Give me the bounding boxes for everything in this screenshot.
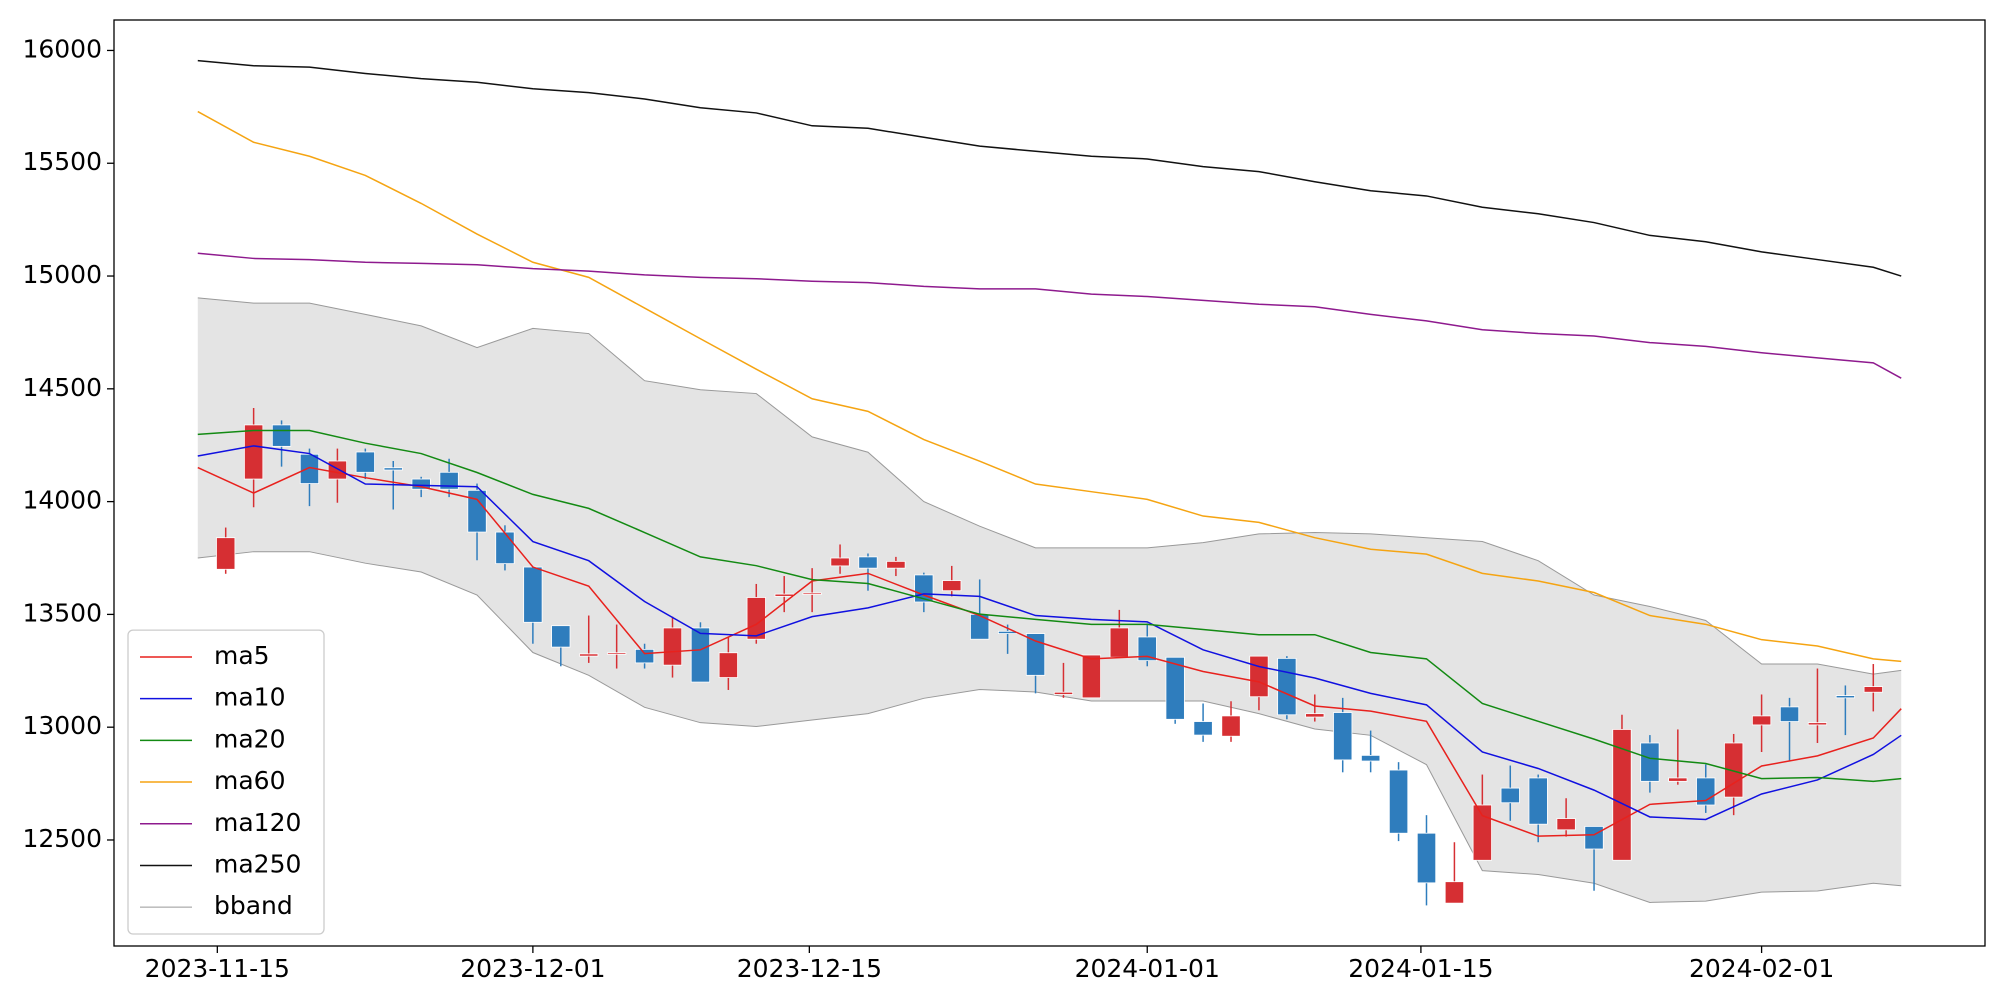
y-tick-label: 13000 bbox=[22, 711, 102, 740]
candle-body bbox=[383, 467, 403, 471]
legend-label: ma120 bbox=[214, 808, 301, 837]
candle-body bbox=[1053, 691, 1074, 695]
candle-body bbox=[439, 471, 459, 490]
candle-body bbox=[1528, 777, 1548, 825]
candle-body bbox=[607, 652, 627, 655]
candle-body bbox=[746, 597, 766, 640]
candle-body bbox=[1807, 722, 1828, 726]
ma-line bbox=[197, 252, 1902, 379]
x-tick-label: 2024-01-15 bbox=[1348, 954, 1493, 983]
legend-label: ma250 bbox=[214, 849, 301, 878]
candle-body bbox=[1361, 754, 1381, 762]
y-tick-label: 15000 bbox=[22, 260, 102, 289]
y-tick-label: 13500 bbox=[22, 598, 102, 627]
legend-label: ma20 bbox=[214, 724, 285, 753]
candle-body bbox=[1249, 655, 1269, 698]
candle-body bbox=[886, 560, 906, 569]
candle-body bbox=[1584, 826, 1604, 850]
candle-body bbox=[662, 627, 683, 666]
x-tick-label: 2023-12-15 bbox=[737, 954, 882, 983]
candle-body bbox=[1277, 657, 1297, 716]
candle-body bbox=[858, 556, 878, 569]
candle-body bbox=[467, 489, 487, 533]
candle-body bbox=[1724, 742, 1744, 798]
candle-body bbox=[1081, 654, 1102, 699]
candle-body bbox=[1333, 712, 1353, 761]
candle-body bbox=[690, 627, 711, 683]
y-tick-label: 14000 bbox=[22, 486, 102, 515]
ma-line bbox=[197, 59, 1902, 277]
band-fill bbox=[197, 297, 1902, 903]
candle-body bbox=[495, 531, 515, 565]
y-tick-label: 15500 bbox=[22, 147, 102, 176]
candle-body bbox=[579, 653, 599, 657]
candle-body bbox=[355, 451, 375, 473]
candle-body bbox=[216, 537, 236, 570]
legend-label: ma10 bbox=[214, 683, 285, 712]
ma-line bbox=[197, 429, 1902, 783]
candle-body bbox=[1388, 769, 1409, 834]
candle-body bbox=[411, 478, 431, 490]
ma-line bbox=[197, 445, 1902, 821]
y-tick-label: 14500 bbox=[22, 373, 102, 402]
legend-label: ma60 bbox=[214, 766, 285, 795]
candle-body bbox=[1165, 656, 1185, 720]
x-tick-label: 2024-01-01 bbox=[1075, 954, 1220, 983]
candle-body bbox=[1025, 633, 1046, 676]
candle-body bbox=[1835, 695, 1855, 699]
candle-body bbox=[1779, 706, 1800, 722]
candle-body bbox=[1612, 729, 1632, 861]
ma-line bbox=[197, 110, 1902, 663]
candle-body bbox=[1193, 721, 1213, 736]
candle-body bbox=[1109, 627, 1129, 658]
candle-body bbox=[523, 566, 543, 623]
candle-body bbox=[1221, 715, 1241, 737]
plot-frame bbox=[113, 19, 1986, 947]
candle-body bbox=[802, 592, 822, 595]
candle-body bbox=[271, 424, 292, 447]
ma-line bbox=[197, 466, 1902, 837]
candle-body bbox=[1500, 787, 1520, 804]
candle-body bbox=[1751, 715, 1772, 726]
legend-label: ma5 bbox=[214, 641, 270, 670]
candle-body bbox=[1305, 713, 1325, 718]
candle-body bbox=[774, 593, 794, 597]
candle-body bbox=[1137, 636, 1157, 662]
y-tick-label: 12500 bbox=[22, 824, 102, 853]
candle-body bbox=[327, 460, 348, 480]
y-tick-label: 16000 bbox=[22, 34, 102, 63]
candle-body bbox=[244, 424, 264, 480]
candle-body bbox=[1416, 832, 1437, 884]
candle-body bbox=[1640, 742, 1660, 782]
band-edge bbox=[197, 297, 1902, 675]
candle-body bbox=[830, 557, 850, 567]
candle-body bbox=[1444, 881, 1465, 904]
candle-body bbox=[1863, 686, 1883, 693]
candle-body bbox=[942, 580, 962, 592]
x-tick-label: 2023-12-01 bbox=[460, 954, 605, 983]
x-tick-label: 2023-11-15 bbox=[145, 954, 290, 983]
candle-body bbox=[1668, 777, 1688, 782]
candle-body bbox=[551, 625, 571, 648]
legend-label: bband bbox=[214, 891, 293, 920]
candle-body bbox=[634, 648, 655, 664]
candle-body bbox=[1472, 804, 1492, 861]
legend: ma5 ma10 ma20 ma60 ma120 ma250 bband bbox=[127, 629, 325, 935]
legend-frame bbox=[127, 629, 325, 935]
x-tick-label: 2024-02-01 bbox=[1689, 954, 1834, 983]
candle-body bbox=[1556, 818, 1576, 831]
candle-body bbox=[718, 652, 738, 678]
